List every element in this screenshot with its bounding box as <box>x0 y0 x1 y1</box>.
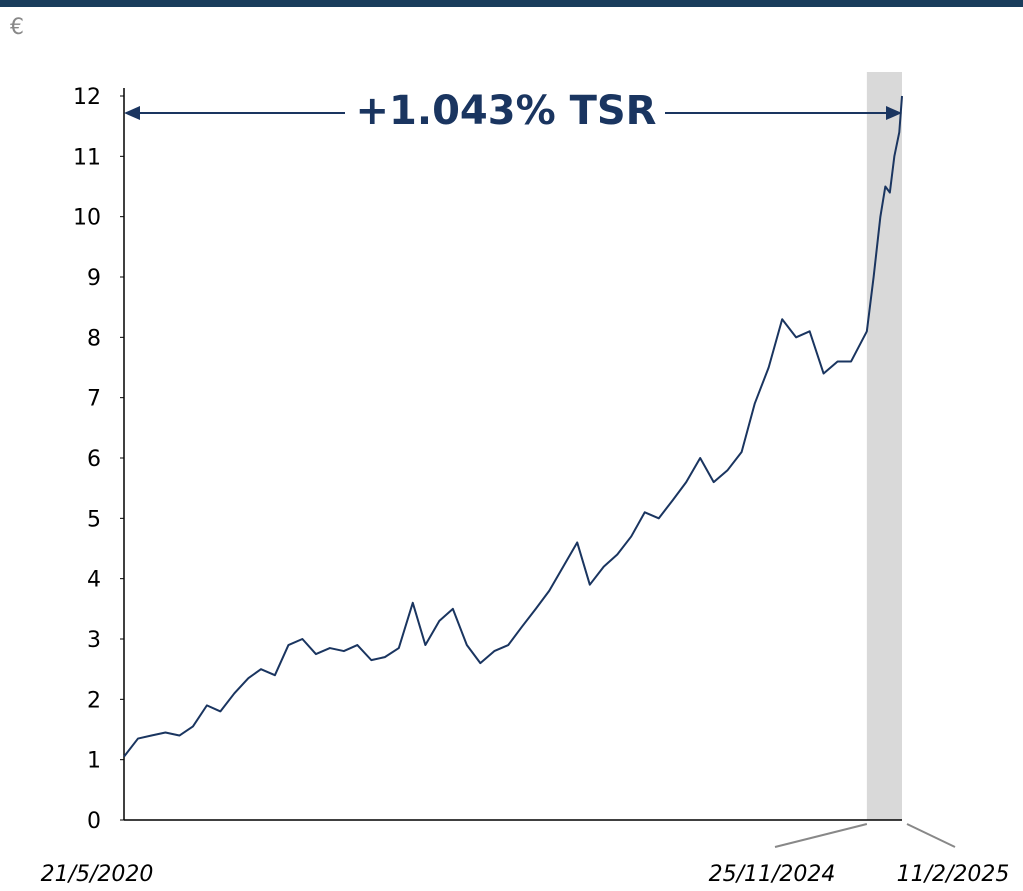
y-tick-label: 3 <box>87 628 101 653</box>
highlight-band <box>866 72 902 820</box>
y-tick-label: 1 <box>87 749 101 774</box>
x-tick-leader <box>906 823 956 848</box>
y-tick-label: 4 <box>87 568 101 593</box>
x-tick-leader <box>774 823 868 848</box>
y-tick-label: 5 <box>87 507 101 532</box>
y-tick-label: 11 <box>73 145 101 170</box>
arrow-head <box>886 106 902 120</box>
arrow-head <box>124 106 140 120</box>
x-tick-label: 21/5/2020 <box>41 862 154 887</box>
y-tick-label: 0 <box>87 809 101 834</box>
y-tick-label: 2 <box>87 688 101 713</box>
line-series <box>123 95 903 758</box>
y-tick-label: 10 <box>73 206 101 231</box>
y-tick-label: 8 <box>87 326 101 351</box>
y-tick-label: 12 <box>73 85 101 110</box>
x-tick-label: 25/11/2024 <box>709 862 836 887</box>
annotation: +1.043% TSR <box>356 88 657 134</box>
y-tick-label: 6 <box>87 447 101 472</box>
y-tick-label: 9 <box>87 266 101 291</box>
x-tick-label: 11/2/2025 <box>897 862 1010 887</box>
unit-label: € <box>10 15 24 40</box>
y-tick-label: 7 <box>87 387 101 412</box>
top-bar <box>0 0 1023 7</box>
